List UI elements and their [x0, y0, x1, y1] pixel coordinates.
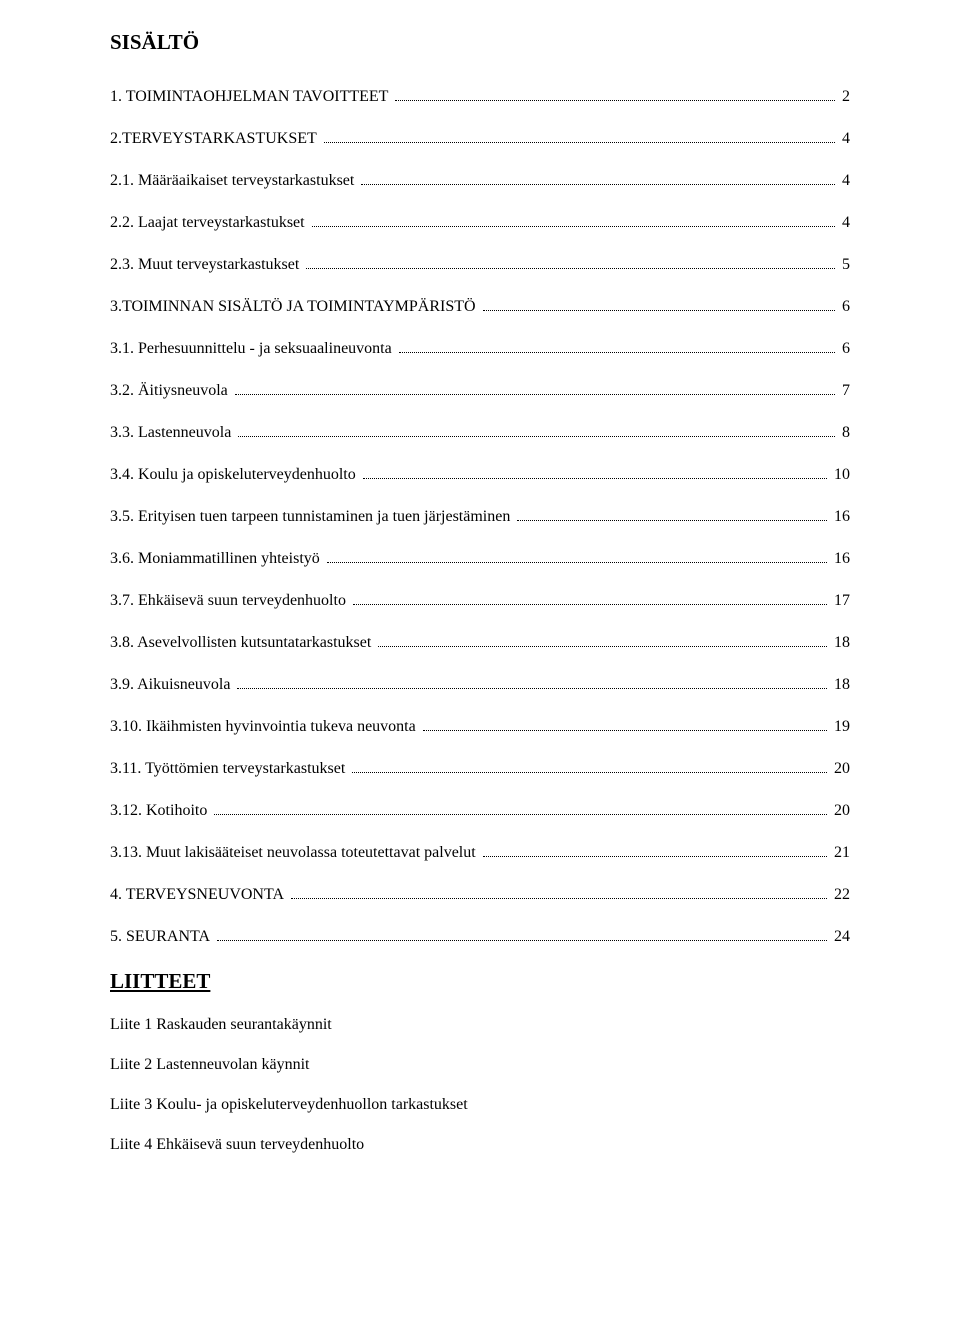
appendix-list: Liite 1 Raskauden seurantakäynnit Liite 2… [110, 1016, 850, 1154]
toc-label: 5. SEURANTA [110, 925, 214, 949]
document-page: SISÄLTÖ 1. TOIMINTAOHJELMAN TAVOITTEET22… [0, 0, 960, 1330]
toc-row: 3.2. Äitiysneuvola 7 [110, 379, 850, 403]
toc-leader-dots [291, 886, 827, 899]
toc-label: 3.7. Ehkäisevä suun terveydenhuolto [110, 589, 350, 613]
toc-row: 3.6. Moniammatillinen yhteistyö 16 [110, 547, 850, 571]
toc-page-number: 4 [838, 211, 850, 235]
toc-page-number: 10 [830, 463, 850, 487]
document-title: SISÄLTÖ [110, 30, 850, 55]
toc-row: 3.12. Kotihoito 20 [110, 799, 850, 823]
toc-leader-dots [483, 844, 827, 857]
toc-label: 3.10. Ikäihmisten hyvinvointia tukeva ne… [110, 715, 420, 739]
toc-leader-dots [238, 424, 835, 437]
toc-row: 3.5. Erityisen tuen tarpeen tunnistamine… [110, 505, 850, 529]
toc-page-number: 24 [830, 925, 850, 949]
toc-page-number: 2 [838, 85, 850, 109]
appendix-item: Liite 1 Raskauden seurantakäynnit [110, 1016, 850, 1034]
toc-row: 2.2. Laajat terveystarkastukset 4 [110, 211, 850, 235]
toc-leader-dots [235, 382, 835, 395]
toc-page-number: 17 [830, 589, 850, 613]
toc-row: 3.1. Perhesuunnittelu - ja seksuaalineuv… [110, 337, 850, 361]
toc-label: 3.6. Moniammatillinen yhteistyö [110, 547, 324, 571]
toc-page-number: 22 [830, 883, 850, 907]
toc-page-number: 18 [830, 673, 850, 697]
appendix-item: Liite 3 Koulu- ja opiskeluterveydenhuoll… [110, 1096, 850, 1114]
toc-label: 1. TOIMINTAOHJELMAN TAVOITTEET [110, 85, 392, 109]
toc-label: 2.3. Muut terveystarkastukset [110, 253, 303, 277]
toc-label: 3.5. Erityisen tuen tarpeen tunnistamine… [110, 505, 514, 529]
appendix-heading: LIITTEET [110, 969, 850, 994]
toc-row: 3.4. Koulu ja opiskeluterveydenhuolto 10 [110, 463, 850, 487]
toc-leader-dots [217, 928, 827, 941]
toc-row: 4. TERVEYSNEUVONTA 22 [110, 883, 850, 907]
toc-label: 3.3. Lastenneuvola [110, 421, 235, 445]
toc-row: 3.3. Lastenneuvola 8 [110, 421, 850, 445]
toc-label: 3.2. Äitiysneuvola [110, 379, 232, 403]
toc-leader-dots [395, 88, 835, 101]
toc-leader-dots [306, 256, 835, 269]
toc-row: 2.3. Muut terveystarkastukset 5 [110, 253, 850, 277]
toc-leader-dots [361, 172, 835, 185]
toc-page-number: 6 [838, 295, 850, 319]
toc-leader-dots [237, 676, 827, 689]
appendix-item: Liite 4 Ehkäisevä suun terveydenhuolto [110, 1136, 850, 1154]
toc-label: 3.11. Työttömien terveystarkastukset [110, 757, 349, 781]
toc-page-number: 4 [838, 127, 850, 151]
toc-page-number: 8 [838, 421, 850, 445]
toc-page-number: 4 [838, 169, 850, 193]
toc-row: 2.TERVEYSTARKASTUKSET 4 [110, 127, 850, 151]
toc-leader-dots [363, 466, 827, 479]
table-of-contents: 1. TOIMINTAOHJELMAN TAVOITTEET 2 2.TERVEYS… [110, 85, 850, 949]
toc-page-number: 20 [830, 757, 850, 781]
toc-page-number: 5 [838, 253, 850, 277]
toc-leader-dots [399, 340, 835, 353]
toc-page-number: 19 [830, 715, 850, 739]
toc-label: 3.13. Muut lakisääteiset neuvolassa tote… [110, 841, 480, 865]
toc-label: 4. TERVEYSNEUVONTA [110, 883, 288, 907]
appendix-item: Liite 2 Lastenneuvolan käynnit [110, 1056, 850, 1074]
toc-row: 3.11. Työttömien terveystarkastukset 20 [110, 757, 850, 781]
toc-row: 3.7. Ehkäisevä suun terveydenhuolto 17 [110, 589, 850, 613]
toc-row: 3.9. Aikuisneuvola 18 [110, 673, 850, 697]
toc-label: 3.9. Aikuisneuvola [110, 673, 234, 697]
toc-page-number: 18 [830, 631, 850, 655]
toc-page-number: 21 [830, 841, 850, 865]
toc-row: 5. SEURANTA 24 [110, 925, 850, 949]
toc-label: 3.4. Koulu ja opiskeluterveydenhuolto [110, 463, 360, 487]
toc-page-number: 20 [830, 799, 850, 823]
toc-leader-dots [327, 550, 827, 563]
toc-leader-dots [352, 760, 827, 773]
toc-leader-dots [378, 634, 827, 647]
toc-page-number: 7 [838, 379, 850, 403]
toc-row: 3.10. Ikäihmisten hyvinvointia tukeva ne… [110, 715, 850, 739]
toc-row: 3.8. Asevelvollisten kutsuntatarkastukse… [110, 631, 850, 655]
toc-row: 3.TOIMINNAN SISÄLTÖ JA TOIMINTAYMPÄRISTÖ… [110, 295, 850, 319]
toc-page-number: 6 [838, 337, 850, 361]
toc-leader-dots [423, 718, 827, 731]
toc-label: 3.1. Perhesuunnittelu - ja seksuaalineuv… [110, 337, 396, 361]
toc-row: 1. TOIMINTAOHJELMAN TAVOITTEET 2 [110, 85, 850, 109]
toc-row: 3.13. Muut lakisääteiset neuvolassa tote… [110, 841, 850, 865]
toc-leader-dots [517, 508, 827, 521]
toc-leader-dots [353, 592, 827, 605]
toc-leader-dots [312, 214, 835, 227]
toc-row: 2.1. Määräaikaiset terveystarkastukset 4 [110, 169, 850, 193]
toc-label: 2.2. Laajat terveystarkastukset [110, 211, 309, 235]
toc-label: 3.TOIMINNAN SISÄLTÖ JA TOIMINTAYMPÄRISTÖ [110, 295, 480, 319]
toc-label: 2.1. Määräaikaiset terveystarkastukset [110, 169, 358, 193]
toc-page-number: 16 [830, 505, 850, 529]
toc-leader-dots [324, 130, 835, 143]
toc-label: 3.12. Kotihoito [110, 799, 211, 823]
toc-label: 3.8. Asevelvollisten kutsuntatarkastukse… [110, 631, 375, 655]
toc-leader-dots [483, 298, 835, 311]
toc-leader-dots [214, 802, 827, 815]
toc-label: 2.TERVEYSTARKASTUKSET [110, 127, 321, 151]
toc-page-number: 16 [830, 547, 850, 571]
